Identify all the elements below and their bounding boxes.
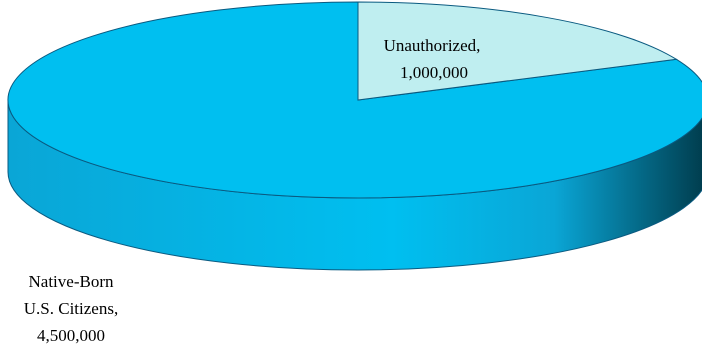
pie-slice-native-born bbox=[7, 1, 702, 199]
slice-value-unauthorized: 1,000,000 bbox=[400, 63, 468, 82]
slice-value-native-born: 4,500,000 bbox=[37, 326, 105, 345]
slice-label-native-born-line2: U.S. Citizens, bbox=[24, 299, 118, 318]
slice-label-native-born: Native-Born bbox=[29, 272, 114, 291]
pie-slice-unauthorized bbox=[357, 1, 678, 101]
slice-label-unauthorized: Unauthorized, bbox=[384, 36, 481, 55]
